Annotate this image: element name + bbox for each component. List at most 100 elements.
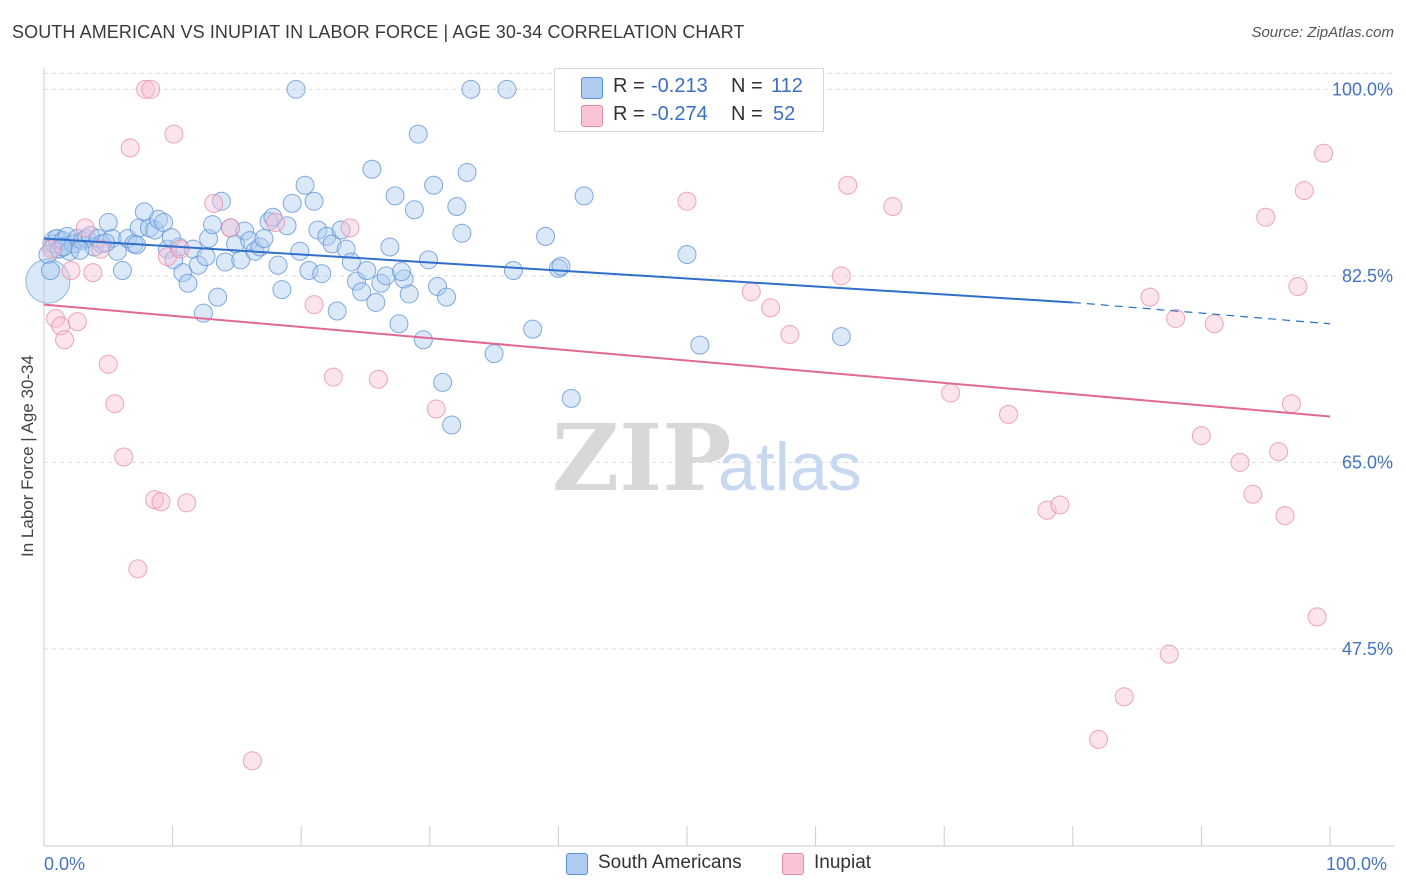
south-american-trend-line <box>43 237 1073 304</box>
inupiat-point <box>883 197 903 217</box>
inupiat-point <box>61 260 81 280</box>
x-ticks <box>172 826 1331 846</box>
south-american-point <box>574 186 594 206</box>
south-american-point <box>112 260 132 280</box>
south-american-point <box>831 327 851 347</box>
inupiat-point <box>1191 426 1211 446</box>
inupiat-point <box>114 447 134 467</box>
south-american-point <box>551 256 571 276</box>
south-american-point <box>503 260 523 280</box>
source-label: Source: ZipAtlas.com <box>1251 24 1394 41</box>
legend-n-value: 112 <box>771 75 803 97</box>
south-american-point <box>346 271 366 291</box>
south-american-point <box>286 79 306 99</box>
inupiat-point <box>1314 143 1334 163</box>
south-american-point <box>561 388 581 408</box>
south-american-point <box>677 245 697 265</box>
watermark-atlas: atlas <box>718 429 862 505</box>
south-american-point <box>53 237 73 257</box>
bottom-legend-label-south-americans: South Americans <box>598 852 742 873</box>
inupiat-point <box>242 751 262 771</box>
inupiat-point <box>304 295 324 315</box>
inupiat-point <box>220 218 240 238</box>
bottom-legend-swatch-inupiat <box>782 853 804 875</box>
south-american-point <box>385 186 405 206</box>
south-american-point <box>98 213 118 233</box>
south-american-point <box>268 255 288 275</box>
inupiat-trend-line <box>43 303 1331 418</box>
south-american-point <box>25 258 71 304</box>
south-american-point <box>240 231 260 251</box>
south-american-points <box>25 79 851 435</box>
south-american-point <box>376 266 396 286</box>
inupiat-point <box>323 367 343 387</box>
south-american-point <box>154 213 174 233</box>
south-american-point <box>304 191 324 211</box>
inupiat-point <box>1050 495 1070 515</box>
south-american-point <box>282 193 302 213</box>
trend-lines <box>43 237 1331 418</box>
south-american-point <box>380 237 400 257</box>
inupiat-point <box>55 330 75 350</box>
south-american-point <box>437 287 457 307</box>
inupiat-point <box>67 312 87 332</box>
legend-swatch-inupiat <box>581 105 603 127</box>
inupiat-point <box>141 79 161 99</box>
south-american-point <box>357 260 377 280</box>
bottom-legend-label-inupiat: Inupiat <box>814 852 872 873</box>
south-american-point <box>352 282 372 302</box>
south-american-point <box>327 301 347 321</box>
y-tick-label: 82.5% <box>1342 266 1393 286</box>
inupiat-point <box>151 492 171 512</box>
inupiat-point <box>98 354 118 374</box>
legend-n-label: N = <box>731 75 763 97</box>
south-american-point <box>215 252 235 272</box>
south-american-point <box>419 250 439 270</box>
south-american-point <box>208 287 228 307</box>
south-american-point <box>40 260 60 280</box>
inupiat-point <box>42 239 62 259</box>
south-american-point <box>408 124 428 144</box>
south-american-point <box>290 241 310 261</box>
inupiat-point <box>1243 484 1263 504</box>
inupiat-point <box>136 79 156 99</box>
south-american-point <box>433 372 453 392</box>
legend-r-label: R = <box>613 103 645 125</box>
inupiat-point <box>368 369 388 389</box>
inupiat-point <box>340 218 360 238</box>
watermark-zip: ZIP <box>552 404 731 512</box>
south-american-point <box>173 263 193 283</box>
legend-row-south-americans: R = -0.213 N = 112 <box>555 73 823 101</box>
south-american-point <box>196 247 216 267</box>
south-american-point <box>38 245 58 265</box>
inupiat-point <box>120 138 140 158</box>
south-american-point <box>497 79 517 99</box>
inupiat-point <box>83 263 103 283</box>
inupiat-point <box>1159 644 1179 664</box>
legend-r-value: -0.274 <box>651 103 708 125</box>
inupiat-point <box>1204 314 1224 334</box>
inupiat-point <box>1288 276 1308 296</box>
south-american-point <box>536 226 556 246</box>
inupiat-point <box>761 298 781 318</box>
legend-n-value: 52 <box>773 103 796 125</box>
y-axis-label: In Labor Force | Age 30-34 <box>18 355 37 557</box>
inupiat-point <box>1307 607 1327 627</box>
legend-swatch-south-americans <box>581 77 603 99</box>
legend-n-label: N = <box>731 103 763 125</box>
south-american-point <box>254 229 274 249</box>
south-american-point <box>392 262 412 282</box>
south-american-point <box>461 79 481 99</box>
south-american-point <box>322 234 342 254</box>
y-tick-labels: 47.5% 65.0% 82.5% 100.0% <box>1332 79 1393 659</box>
inupiat-point <box>1089 729 1109 749</box>
legend-r-value: -0.213 <box>651 75 708 97</box>
south-american-point <box>447 197 467 217</box>
south-american-point <box>442 415 462 435</box>
chart-title: SOUTH AMERICAN VS INUPIAT IN LABOR FORCE… <box>12 22 745 42</box>
south-american-point <box>394 269 414 289</box>
south-american-point <box>70 240 90 260</box>
south-american-point <box>295 175 315 195</box>
south-american-point <box>299 260 319 280</box>
grid-lines <box>44 72 1394 650</box>
